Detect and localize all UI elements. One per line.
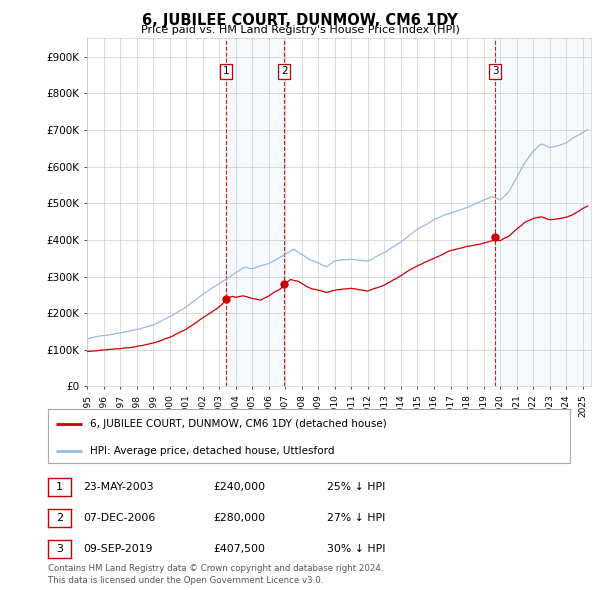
Text: £240,000: £240,000 [213, 482, 265, 491]
Text: Price paid vs. HM Land Registry's House Price Index (HPI): Price paid vs. HM Land Registry's House … [140, 25, 460, 35]
Text: 6, JUBILEE COURT, DUNMOW, CM6 1DY: 6, JUBILEE COURT, DUNMOW, CM6 1DY [142, 13, 458, 28]
Text: Contains HM Land Registry data © Crown copyright and database right 2024.
This d: Contains HM Land Registry data © Crown c… [48, 565, 383, 585]
Text: HPI: Average price, detached house, Uttlesford: HPI: Average price, detached house, Uttl… [90, 445, 334, 455]
Text: 25% ↓ HPI: 25% ↓ HPI [327, 482, 385, 491]
Bar [226, 38, 284, 386]
Text: 3: 3 [491, 66, 499, 76]
Text: 1: 1 [223, 66, 229, 76]
Text: 23-MAY-2003: 23-MAY-2003 [83, 482, 154, 491]
Text: £280,000: £280,000 [213, 513, 265, 523]
Text: 3: 3 [56, 545, 63, 554]
Text: 27% ↓ HPI: 27% ↓ HPI [327, 513, 385, 523]
Text: 07-DEC-2006: 07-DEC-2006 [83, 513, 155, 523]
Text: 1: 1 [56, 482, 63, 491]
Text: 09-SEP-2019: 09-SEP-2019 [83, 545, 152, 554]
Text: 2: 2 [281, 66, 287, 76]
Text: 2: 2 [56, 513, 63, 523]
Text: 30% ↓ HPI: 30% ↓ HPI [327, 545, 386, 554]
Bar [495, 38, 591, 386]
Text: 6, JUBILEE COURT, DUNMOW, CM6 1DY (detached house): 6, JUBILEE COURT, DUNMOW, CM6 1DY (detac… [90, 418, 386, 428]
Text: £407,500: £407,500 [213, 545, 265, 554]
